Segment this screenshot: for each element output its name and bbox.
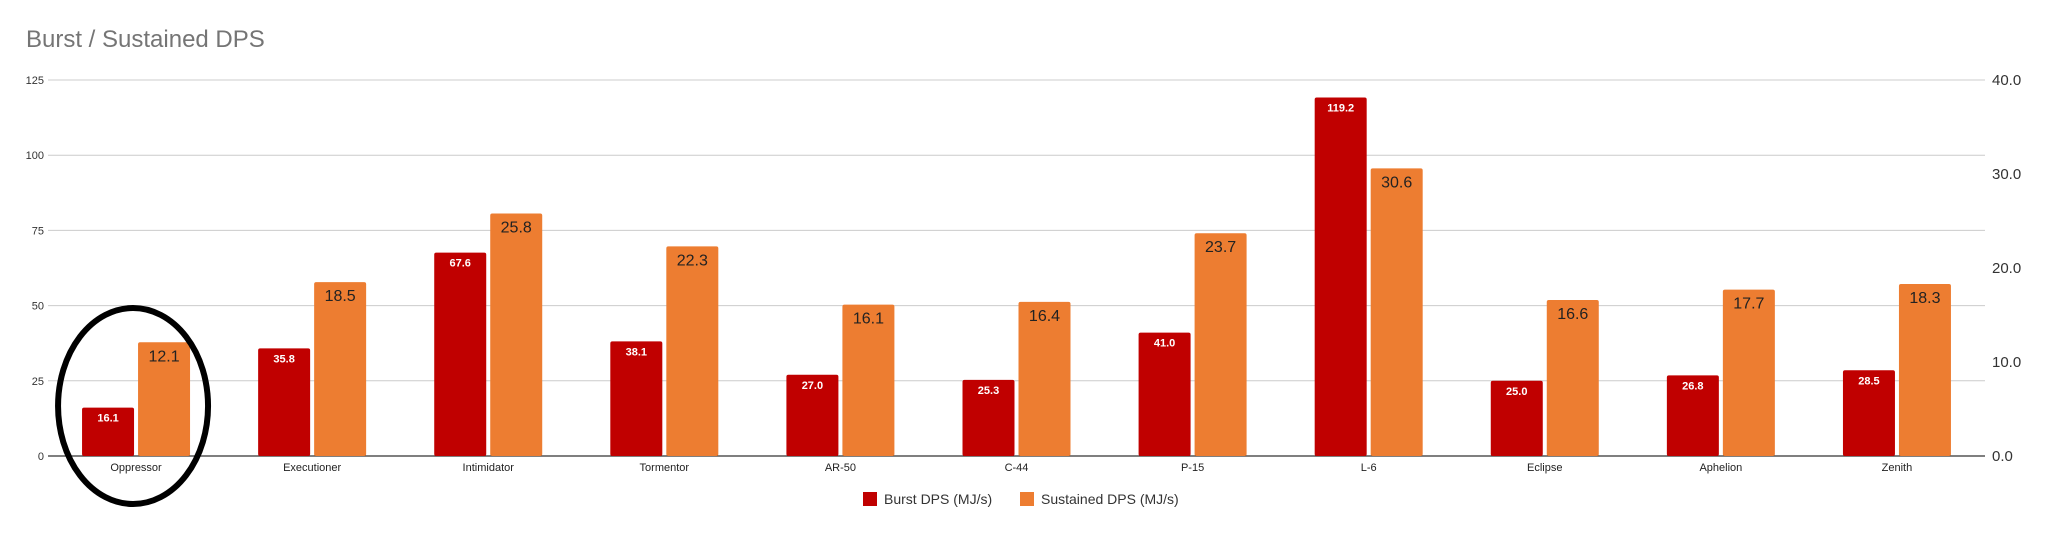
data-label-sustained: 16.4 [1029, 308, 1060, 325]
right-tick-label: 20.0 [1992, 260, 2021, 277]
bar-sustained [490, 213, 543, 456]
bar-burst [1314, 97, 1367, 456]
data-label-burst: 119.2 [1327, 102, 1354, 114]
data-label-burst: 16.1 [97, 413, 118, 425]
category-label: L-6 [1361, 462, 1377, 474]
left-tick-label: 100 [26, 150, 44, 162]
data-label-sustained: 25.8 [501, 219, 532, 236]
left-tick-label: 0 [38, 451, 44, 463]
bar-burst [962, 379, 1015, 456]
bar-sustained [1018, 301, 1071, 456]
bar-sustained [1370, 168, 1423, 457]
data-label-burst: 67.6 [450, 258, 471, 270]
category-labels: Oppressor Executioner Intimidator Tormentor… [110, 462, 1912, 474]
bar-burst [258, 348, 311, 456]
bar-sustained [1546, 299, 1599, 456]
category-label: P-15 [1181, 462, 1204, 474]
left-tick-label: 75 [32, 225, 44, 237]
data-label-burst: 28.5 [1858, 375, 1879, 387]
data-label-sustained: 22.3 [677, 252, 708, 269]
left-axis-ticks: 0 25 50 75 100 125 [26, 75, 44, 463]
bar-burst [1666, 375, 1719, 456]
data-label-sustained: 16.6 [1557, 306, 1588, 323]
bar-burst [610, 341, 663, 456]
data-label-burst: 35.8 [273, 353, 294, 365]
gridlines [48, 79, 1985, 457]
bar-sustained [138, 342, 191, 456]
legend-swatch-burst [863, 492, 877, 506]
left-tick-label: 125 [26, 75, 44, 87]
category-label: Zenith [1882, 462, 1913, 474]
right-axis-ticks: 0.0 10.0 20.0 30.0 40.0 [1992, 72, 2021, 465]
data-label-sustained: 30.6 [1381, 174, 1412, 191]
right-tick-label: 0.0 [1992, 448, 2013, 465]
data-label-sustained: 16.1 [853, 311, 884, 328]
bar-burst [434, 252, 487, 456]
bars: 16.1 12.1 35.8 18.5 67.6 25.8 38.1 22.3 27.0 16.1… [82, 97, 1951, 457]
legend-swatch-sustained [1020, 492, 1034, 506]
bar-burst [1842, 370, 1895, 456]
data-label-burst: 38.1 [626, 346, 647, 358]
annotations [55, 305, 212, 507]
category-label: Tormentor [640, 462, 690, 474]
highlight-ellipse [55, 305, 212, 507]
category-label: AR-50 [825, 462, 856, 474]
data-label-burst: 25.3 [978, 385, 999, 397]
category-label: Intimidator [463, 462, 515, 474]
legend: Burst DPS (MJ/s) Sustained DPS (MJ/s) [863, 491, 1179, 507]
legend-label-burst: Burst DPS (MJ/s) [884, 491, 992, 507]
left-tick-label: 50 [32, 301, 44, 313]
chart-title: Burst / Sustained DPS [26, 26, 265, 53]
bar-sustained [842, 304, 895, 456]
bar-sustained [1898, 283, 1951, 456]
bar-burst [1490, 380, 1543, 456]
right-tick-label: 30.0 [1992, 166, 2021, 183]
bar-burst [82, 407, 135, 456]
bar-sustained [314, 282, 367, 456]
left-tick-label: 25 [32, 376, 44, 388]
data-label-burst: 25.0 [1506, 386, 1527, 398]
data-label-sustained: 18.3 [1909, 290, 1940, 307]
bar-sustained [666, 246, 719, 456]
data-label-sustained: 12.1 [148, 348, 179, 365]
data-label-burst: 26.8 [1682, 380, 1703, 392]
right-tick-label: 40.0 [1992, 72, 2021, 89]
data-label-sustained: 17.7 [1733, 296, 1764, 313]
right-tick-label: 10.0 [1992, 354, 2021, 371]
bar-burst [786, 374, 839, 456]
bar-burst [1138, 332, 1191, 456]
bar-sustained [1722, 289, 1775, 456]
category-label: Executioner [283, 462, 341, 474]
category-label: Aphelion [1699, 462, 1742, 474]
category-label: C-44 [1005, 462, 1029, 474]
bar-sustained [1194, 233, 1247, 456]
category-label: Eclipse [1527, 462, 1562, 474]
data-label-burst: 27.0 [802, 380, 823, 392]
legend-label-sustained: Sustained DPS (MJ/s) [1041, 491, 1179, 507]
category-label: Oppressor [110, 462, 162, 474]
data-label-sustained: 18.5 [325, 288, 356, 305]
data-label-sustained: 23.7 [1205, 239, 1236, 256]
data-label-burst: 41.0 [1154, 338, 1175, 350]
